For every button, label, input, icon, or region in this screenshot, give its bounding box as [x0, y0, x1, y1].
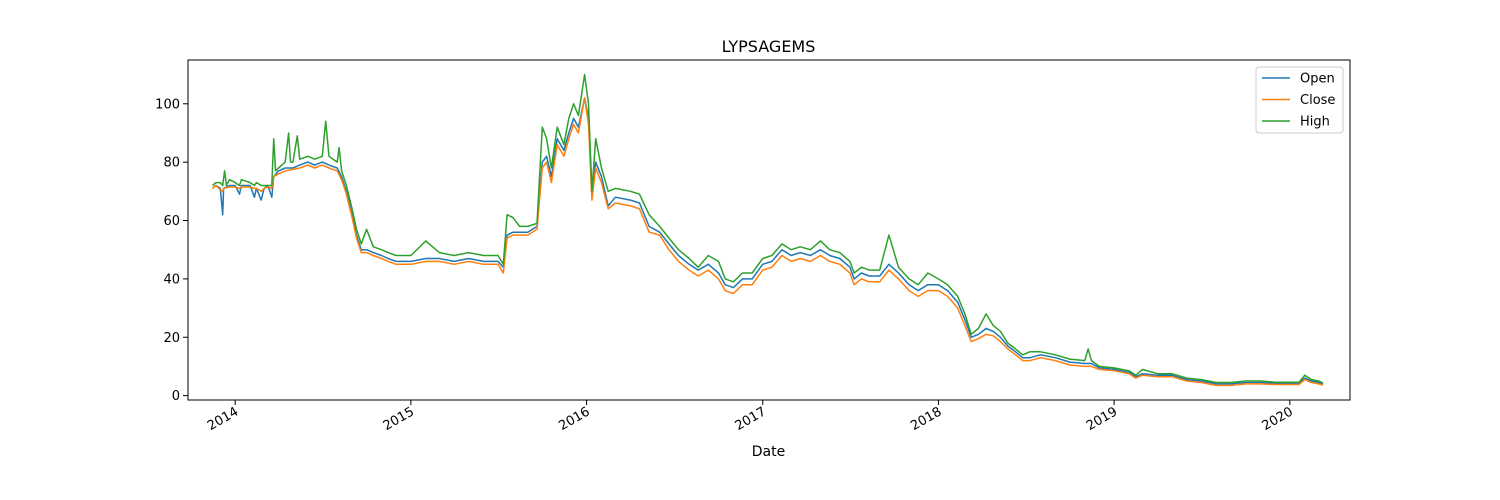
- chart-title: LYPSAGEMS: [722, 37, 816, 56]
- y-tick-label: 0: [172, 389, 180, 404]
- y-tick-label: 40: [163, 272, 180, 287]
- x-axis-title: Date: [752, 444, 785, 460]
- legend-label-open: Open: [1300, 72, 1335, 87]
- legend-label-close: Close: [1300, 93, 1335, 108]
- plot-frame: [187, 59, 1351, 401]
- y-tick-label: 100: [155, 97, 180, 112]
- y-axis: 0 20 40 60 80 100: [155, 97, 188, 404]
- series-line-high: [212, 73, 1324, 384]
- series-line-close: [212, 97, 1324, 387]
- series-layer: [212, 73, 1324, 387]
- y-tick-label: 20: [163, 331, 180, 346]
- series-line-open: [212, 97, 1324, 385]
- y-tick-label: 80: [163, 156, 180, 171]
- legend-label-high: High: [1300, 115, 1330, 130]
- legend-box: [1255, 66, 1344, 134]
- y-tick-label: 60: [163, 214, 180, 229]
- legend: Open Close High: [1255, 66, 1344, 134]
